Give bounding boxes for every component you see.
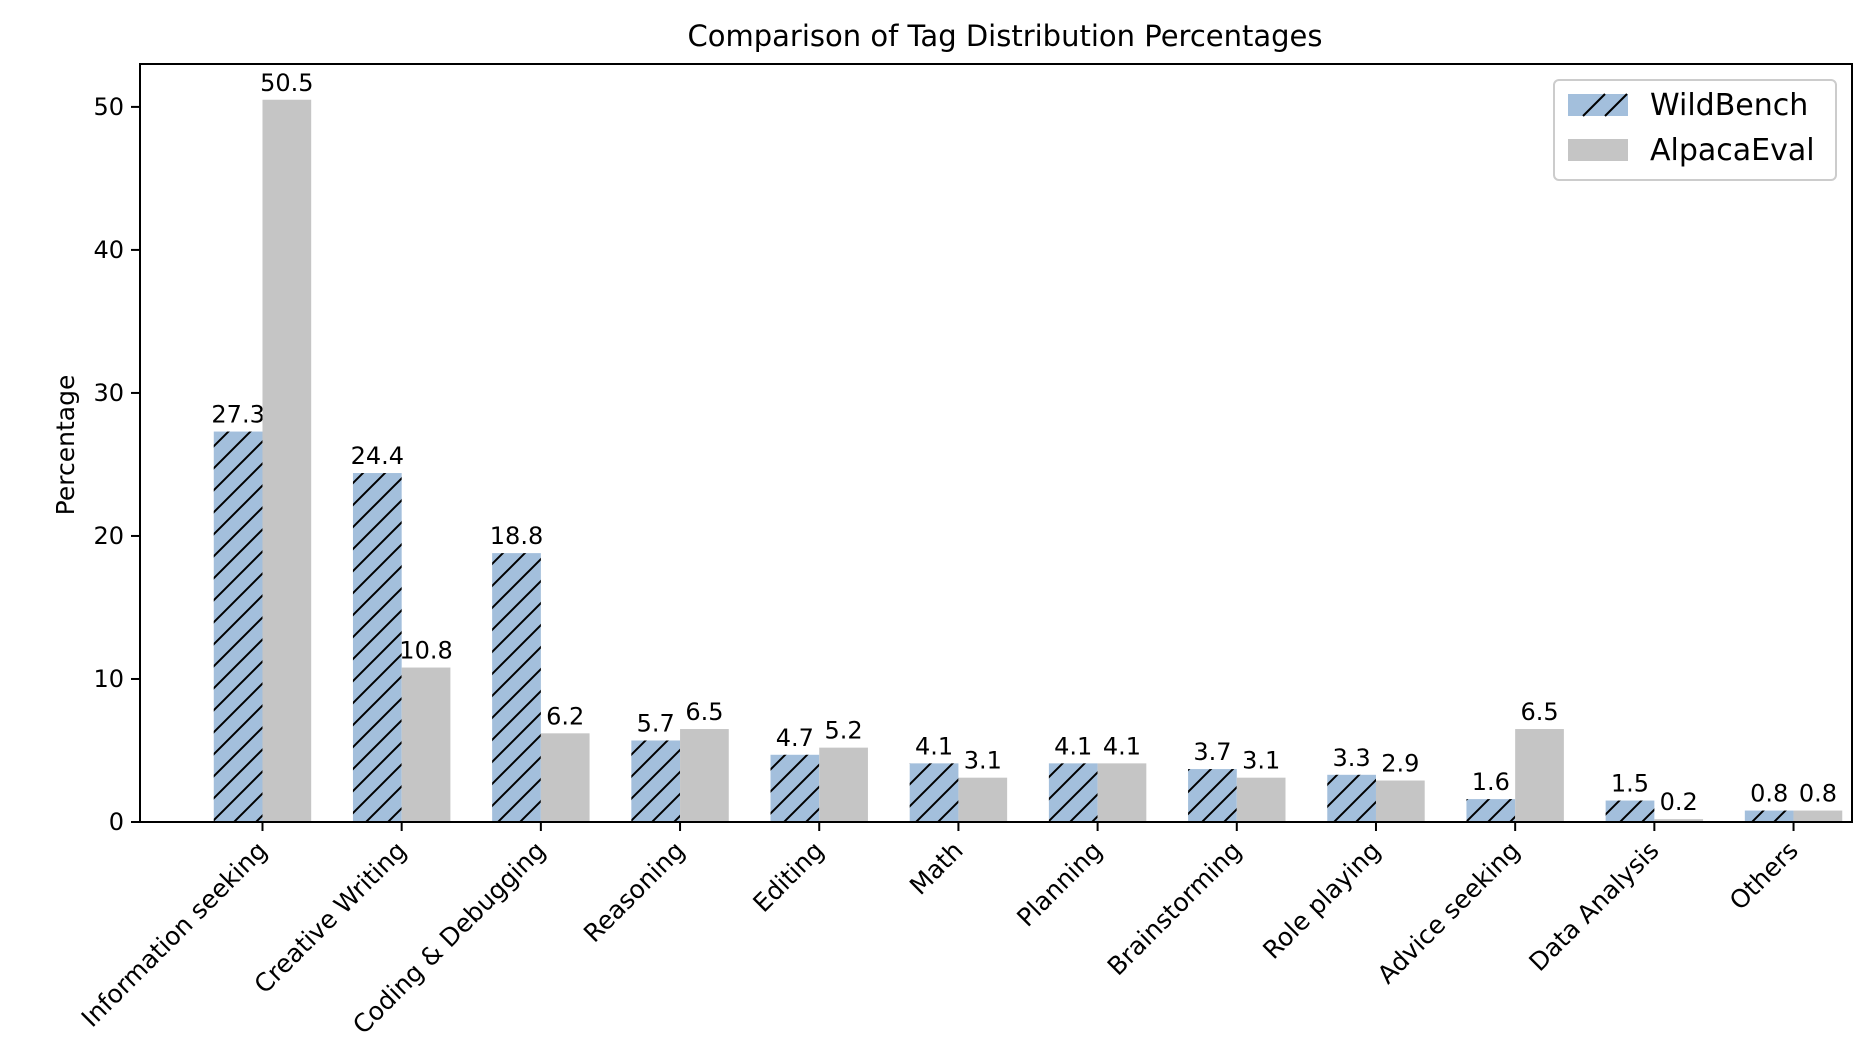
x-tick-label: Brainstorming <box>1102 836 1247 981</box>
chart-title: Comparison of Tag Distribution Percentag… <box>688 19 1323 53</box>
x-tick-label: Editing <box>747 836 829 918</box>
data-label: 4.7 <box>776 724 814 752</box>
data-label: 1.6 <box>1472 768 1510 796</box>
bar-hatch <box>1188 769 1237 822</box>
data-label: 4.1 <box>1103 732 1141 760</box>
data-label: 0.2 <box>1660 788 1698 816</box>
x-tick-label: Planning <box>1011 836 1108 933</box>
bar-alpacaeval <box>1793 810 1843 822</box>
axes-frame <box>139 63 1853 823</box>
data-label: 3.7 <box>1193 738 1231 766</box>
data-label: 4.1 <box>1054 732 1092 760</box>
legend: WildBench AlpacaEval <box>1553 79 1837 181</box>
y-tick-label: 30 <box>93 379 124 407</box>
legend-label: WildBench <box>1650 88 1808 123</box>
bar-hatch <box>1605 800 1655 822</box>
bar-alpacaeval <box>819 747 868 822</box>
data-label: 10.8 <box>399 637 452 665</box>
bar-alpacaeval <box>1236 777 1286 822</box>
y-tick-label: 0 <box>109 808 124 836</box>
bar-hatch <box>213 431 263 822</box>
data-label: 3.1 <box>1242 747 1280 775</box>
x-tick-label: Others <box>1724 836 1804 916</box>
bar-hatch <box>770 754 820 822</box>
data-label: 24.4 <box>351 442 404 470</box>
x-tick-label: Data Analysis <box>1523 836 1664 977</box>
legend-hatch-line <box>1604 93 1628 117</box>
x-tick-label: Math <box>904 836 969 901</box>
bar-alpacaeval <box>680 729 729 822</box>
legend-swatch-alpacaeval <box>1568 139 1628 161</box>
data-label: 5.2 <box>825 717 863 745</box>
data-label: 3.1 <box>964 747 1002 775</box>
bar-hatch <box>492 553 541 822</box>
data-label: 18.8 <box>490 522 543 550</box>
bar-hatch <box>352 473 402 822</box>
x-tick-label: Creative Writing <box>249 836 412 999</box>
bar-hatch <box>1466 799 1516 822</box>
x-tick-label: Information seeking <box>76 836 273 1033</box>
y-tick-label: 50 <box>93 93 124 121</box>
legend-hatch-line <box>1582 93 1606 117</box>
y-tick-label: 20 <box>93 522 124 550</box>
bar-alpacaeval <box>262 99 312 823</box>
data-label: 0.8 <box>1750 780 1788 808</box>
bar-alpacaeval <box>958 777 1008 822</box>
bar-alpacaeval <box>1375 780 1425 822</box>
plot-area: 27.3 50.5 24.4 10.8 18.8 6.2 5.7 6.5 4.7 5.2 4.1 3.… <box>76 63 1853 1040</box>
bar-hatch <box>909 763 959 822</box>
bar-alpacaeval <box>540 733 590 822</box>
data-label: 6.5 <box>1520 698 1558 726</box>
bar-alpacaeval <box>1515 729 1564 822</box>
bar-hatch <box>1744 810 1794 822</box>
y-tick-label: 10 <box>93 665 124 693</box>
bar-hatch <box>1048 763 1098 822</box>
data-label: 1.5 <box>1611 770 1649 798</box>
legend-label: AlpacaEval <box>1650 133 1815 168</box>
y-axis-label: Percentage <box>51 375 80 516</box>
data-label: 6.2 <box>546 702 584 730</box>
data-label: 6.5 <box>685 698 723 726</box>
y-tick-label: 40 <box>93 236 124 264</box>
x-tick-label: Advice seeking <box>1372 836 1526 990</box>
legend-swatch-wildbench <box>1568 94 1628 116</box>
data-label: 2.9 <box>1381 750 1419 778</box>
bar-alpacaeval <box>1654 819 1704 822</box>
bar-hatch <box>1327 774 1376 822</box>
x-tick-label: Reasoning <box>578 836 690 948</box>
data-label: 3.3 <box>1333 744 1371 772</box>
bar-alpacaeval <box>401 667 451 822</box>
data-label: 0.8 <box>1799 780 1837 808</box>
bar-hatch <box>631 740 681 822</box>
x-tick-label: Role playing <box>1257 836 1386 965</box>
bar-alpacaeval <box>1097 763 1147 822</box>
data-label: 50.5 <box>260 69 313 97</box>
data-label: 27.3 <box>211 401 264 429</box>
data-label: 5.7 <box>637 709 675 737</box>
data-label: 4.1 <box>915 732 953 760</box>
